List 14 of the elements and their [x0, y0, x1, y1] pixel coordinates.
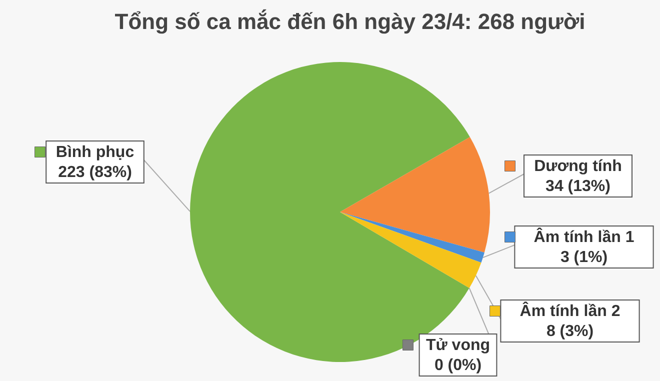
data-label: 34 (13%)	[546, 178, 610, 195]
legend-label: Âm tính lần 2	[520, 301, 620, 320]
legend-label: Âm tính lần 1	[534, 227, 634, 246]
data-label: 3 (1%)	[560, 249, 608, 266]
legend-label: Dương tính	[534, 158, 622, 175]
pie-slice	[340, 137, 490, 253]
pie-slice	[340, 212, 484, 263]
legend-label: Tử vong	[426, 337, 490, 354]
pie-slice	[340, 212, 482, 288]
data-label: 223 (83%)	[58, 164, 132, 181]
text: 0 (0%)	[434, 357, 482, 374]
legend-label: Bình phục	[56, 144, 134, 161]
data-label: 8 (3%)	[546, 323, 594, 340]
chart-title: Tổng số ca mắc đến 6h ngày 23/4: 268 người	[114, 9, 586, 34]
